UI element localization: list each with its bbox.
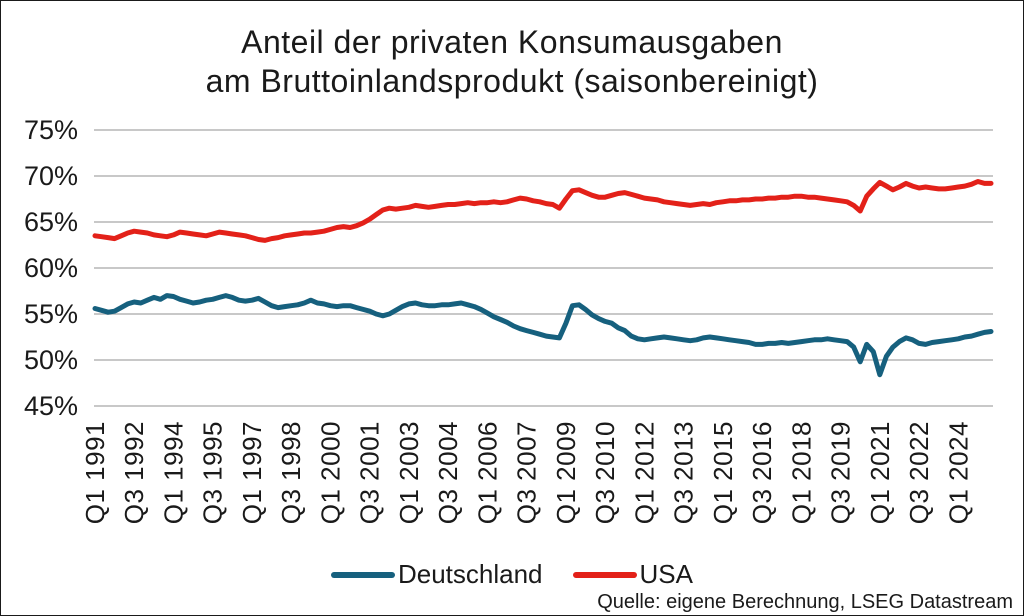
x-axis-tick-label: Q3 2016 bbox=[747, 421, 777, 524]
x-axis-tick-label: Q3 2022 bbox=[904, 421, 934, 524]
chart-title: Anteil der privaten Konsumausgaben am Br… bbox=[1, 23, 1023, 101]
legend-item-usa: USA bbox=[572, 559, 693, 590]
y-axis-tick-label: 75% bbox=[24, 115, 78, 145]
x-axis-tick-label: Q1 2003 bbox=[394, 421, 424, 524]
legend-item-deutschland: Deutschland bbox=[330, 559, 543, 590]
x-axis-tick-label: Q1 1991 bbox=[80, 421, 110, 524]
y-axis-tick-label: 50% bbox=[24, 345, 78, 375]
series-line-usa bbox=[92, 179, 994, 243]
legend-label-usa: USA bbox=[639, 559, 693, 589]
x-axis-tick-label: Q3 1992 bbox=[119, 421, 149, 524]
x-axis-tick-label: Q3 2013 bbox=[669, 421, 699, 524]
x-axis-tick-label: Q1 2009 bbox=[551, 421, 581, 524]
y-axis-tick-label: 45% bbox=[24, 391, 78, 421]
y-axis-tick-label: 70% bbox=[24, 161, 78, 191]
x-axis-tick-label: Q1 2021 bbox=[865, 421, 895, 524]
x-axis-tick-label: Q3 2004 bbox=[433, 421, 463, 524]
x-axis-tick-label: Q3 2019 bbox=[826, 421, 856, 524]
x-axis-tick-label: Q1 2015 bbox=[708, 421, 738, 524]
x-axis-tick-label: Q1 2006 bbox=[472, 421, 502, 524]
x-axis-tick-label: Q1 1997 bbox=[237, 421, 267, 524]
series-line-deutschland bbox=[92, 293, 994, 378]
legend-label-deutschland: Deutschland bbox=[397, 559, 543, 589]
x-axis-tick-label: Q3 1998 bbox=[276, 421, 306, 524]
y-axis-tick-label: 60% bbox=[24, 253, 78, 283]
y-axis-tick-label: 65% bbox=[24, 207, 78, 237]
x-axis-tick-label: Q1 2018 bbox=[786, 421, 816, 524]
legend-swatch-deutschland-icon bbox=[330, 571, 395, 578]
chart-title-line1: Anteil der privaten Konsumausgaben bbox=[241, 24, 783, 60]
y-axis-tick-label: 55% bbox=[24, 299, 78, 329]
legend: Deutschland USA bbox=[1, 559, 1023, 590]
x-axis-tick-label: Q3 2010 bbox=[590, 421, 620, 524]
source-note: Quelle: eigene Berechnung, LSEG Datastre… bbox=[597, 591, 1013, 613]
x-axis-tick-label: Q1 2024 bbox=[943, 421, 973, 524]
x-axis-tick-label: Q1 1994 bbox=[159, 421, 189, 524]
x-axis-tick-label: Q1 2000 bbox=[315, 421, 345, 524]
x-axis-tick-label: Q3 1995 bbox=[198, 421, 228, 524]
legend-swatch-usa-icon bbox=[572, 571, 637, 578]
chart-title-line2: am Bruttoinlandsprodukt (saisonbereinigt… bbox=[205, 63, 819, 99]
x-axis-tick-label: Q1 2012 bbox=[629, 421, 659, 524]
x-axis-tick-label: Q3 2001 bbox=[355, 421, 385, 524]
x-axis-tick-label: Q3 2007 bbox=[512, 421, 542, 524]
